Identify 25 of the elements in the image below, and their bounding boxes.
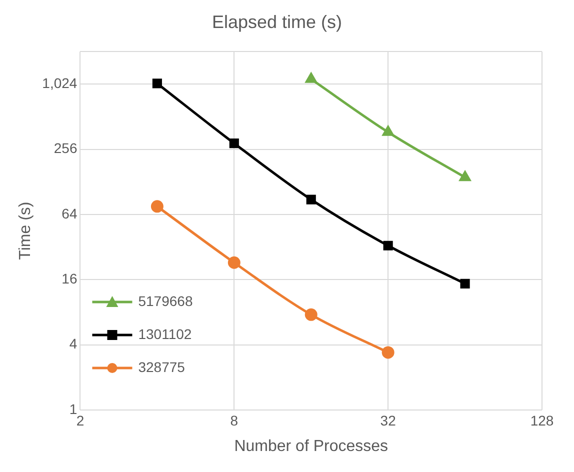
point — [150, 200, 164, 213]
point — [229, 138, 239, 148]
point — [382, 346, 394, 359]
x-axis-title: Number of Processes — [234, 438, 388, 455]
x-tick-label: 32 — [380, 412, 396, 428]
point — [460, 278, 470, 288]
x-tick-label: 8 — [230, 412, 238, 428]
x-tick-label: 128 — [530, 412, 554, 428]
legend-label: 5179668 — [138, 292, 193, 309]
y-tick-label: 16 — [62, 270, 78, 287]
legend-label: 328775 — [138, 358, 186, 375]
point — [228, 256, 240, 269]
y-axis-title: Time (s) — [17, 202, 34, 260]
y-tick-label: 1 — [69, 400, 78, 417]
y-tick-label: 1,024 — [42, 75, 78, 92]
point — [383, 240, 393, 250]
y-tick-label: 4 — [69, 336, 78, 352]
legend-label: 1301102 — [138, 326, 192, 342]
chart-title: Elapsed time (s) — [212, 12, 342, 32]
y-tick-label: 256 — [54, 140, 78, 156]
point — [304, 308, 318, 321]
x-tick-label: 2 — [76, 412, 84, 428]
y-tick-label: 64 — [62, 205, 78, 222]
point — [152, 78, 162, 88]
point — [306, 194, 316, 204]
